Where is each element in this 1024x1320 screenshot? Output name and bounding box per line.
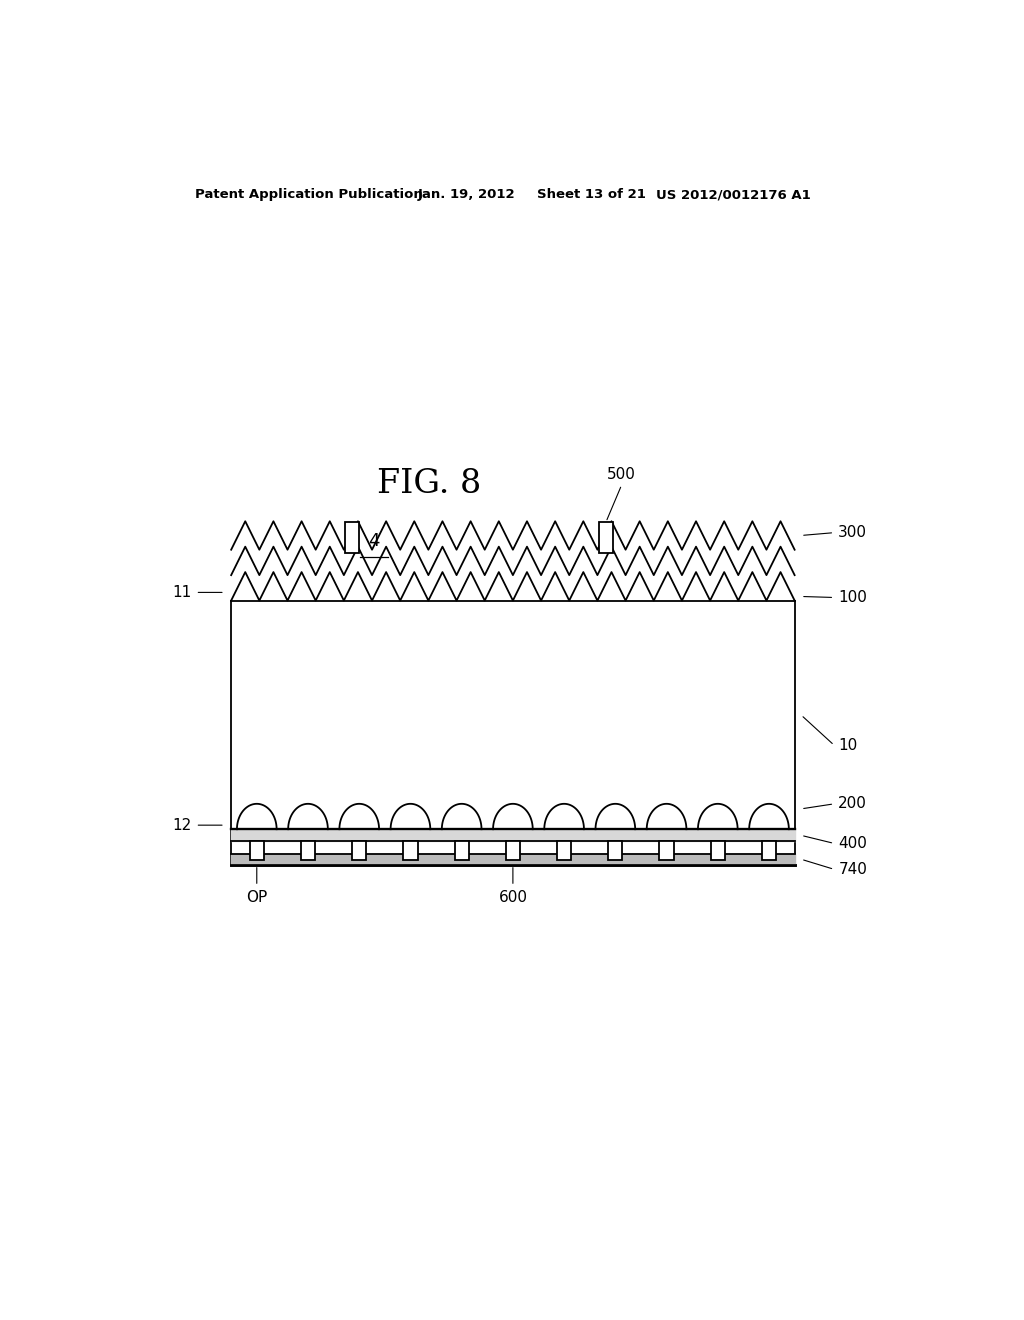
Text: OP: OP — [246, 890, 267, 906]
Bar — [608, 841, 623, 859]
Text: 400: 400 — [839, 836, 867, 851]
Text: 10: 10 — [839, 738, 857, 752]
Bar — [403, 841, 418, 859]
Text: 12: 12 — [172, 817, 191, 833]
Bar — [762, 841, 776, 859]
Text: 740: 740 — [839, 862, 867, 876]
Bar — [506, 841, 520, 859]
Text: 100: 100 — [839, 590, 867, 605]
Bar — [455, 841, 469, 859]
Bar — [711, 841, 725, 859]
Bar — [557, 841, 571, 859]
Bar — [301, 841, 315, 859]
Text: 200: 200 — [839, 796, 867, 812]
Bar — [599, 523, 613, 553]
Text: Patent Application Publication: Patent Application Publication — [196, 189, 423, 202]
Text: 300: 300 — [839, 525, 867, 540]
Bar — [659, 841, 674, 859]
Bar — [250, 841, 264, 859]
Text: Jan. 19, 2012: Jan. 19, 2012 — [418, 189, 515, 202]
Text: 4: 4 — [369, 532, 380, 549]
Text: Sheet 13 of 21: Sheet 13 of 21 — [537, 189, 645, 202]
Bar — [352, 841, 367, 859]
Text: 11: 11 — [172, 585, 191, 599]
Bar — [345, 523, 359, 553]
Text: 500: 500 — [607, 466, 636, 482]
Text: US 2012/0012176 A1: US 2012/0012176 A1 — [655, 189, 810, 202]
Text: FIG. 8: FIG. 8 — [378, 467, 481, 500]
Text: 600: 600 — [499, 890, 527, 906]
